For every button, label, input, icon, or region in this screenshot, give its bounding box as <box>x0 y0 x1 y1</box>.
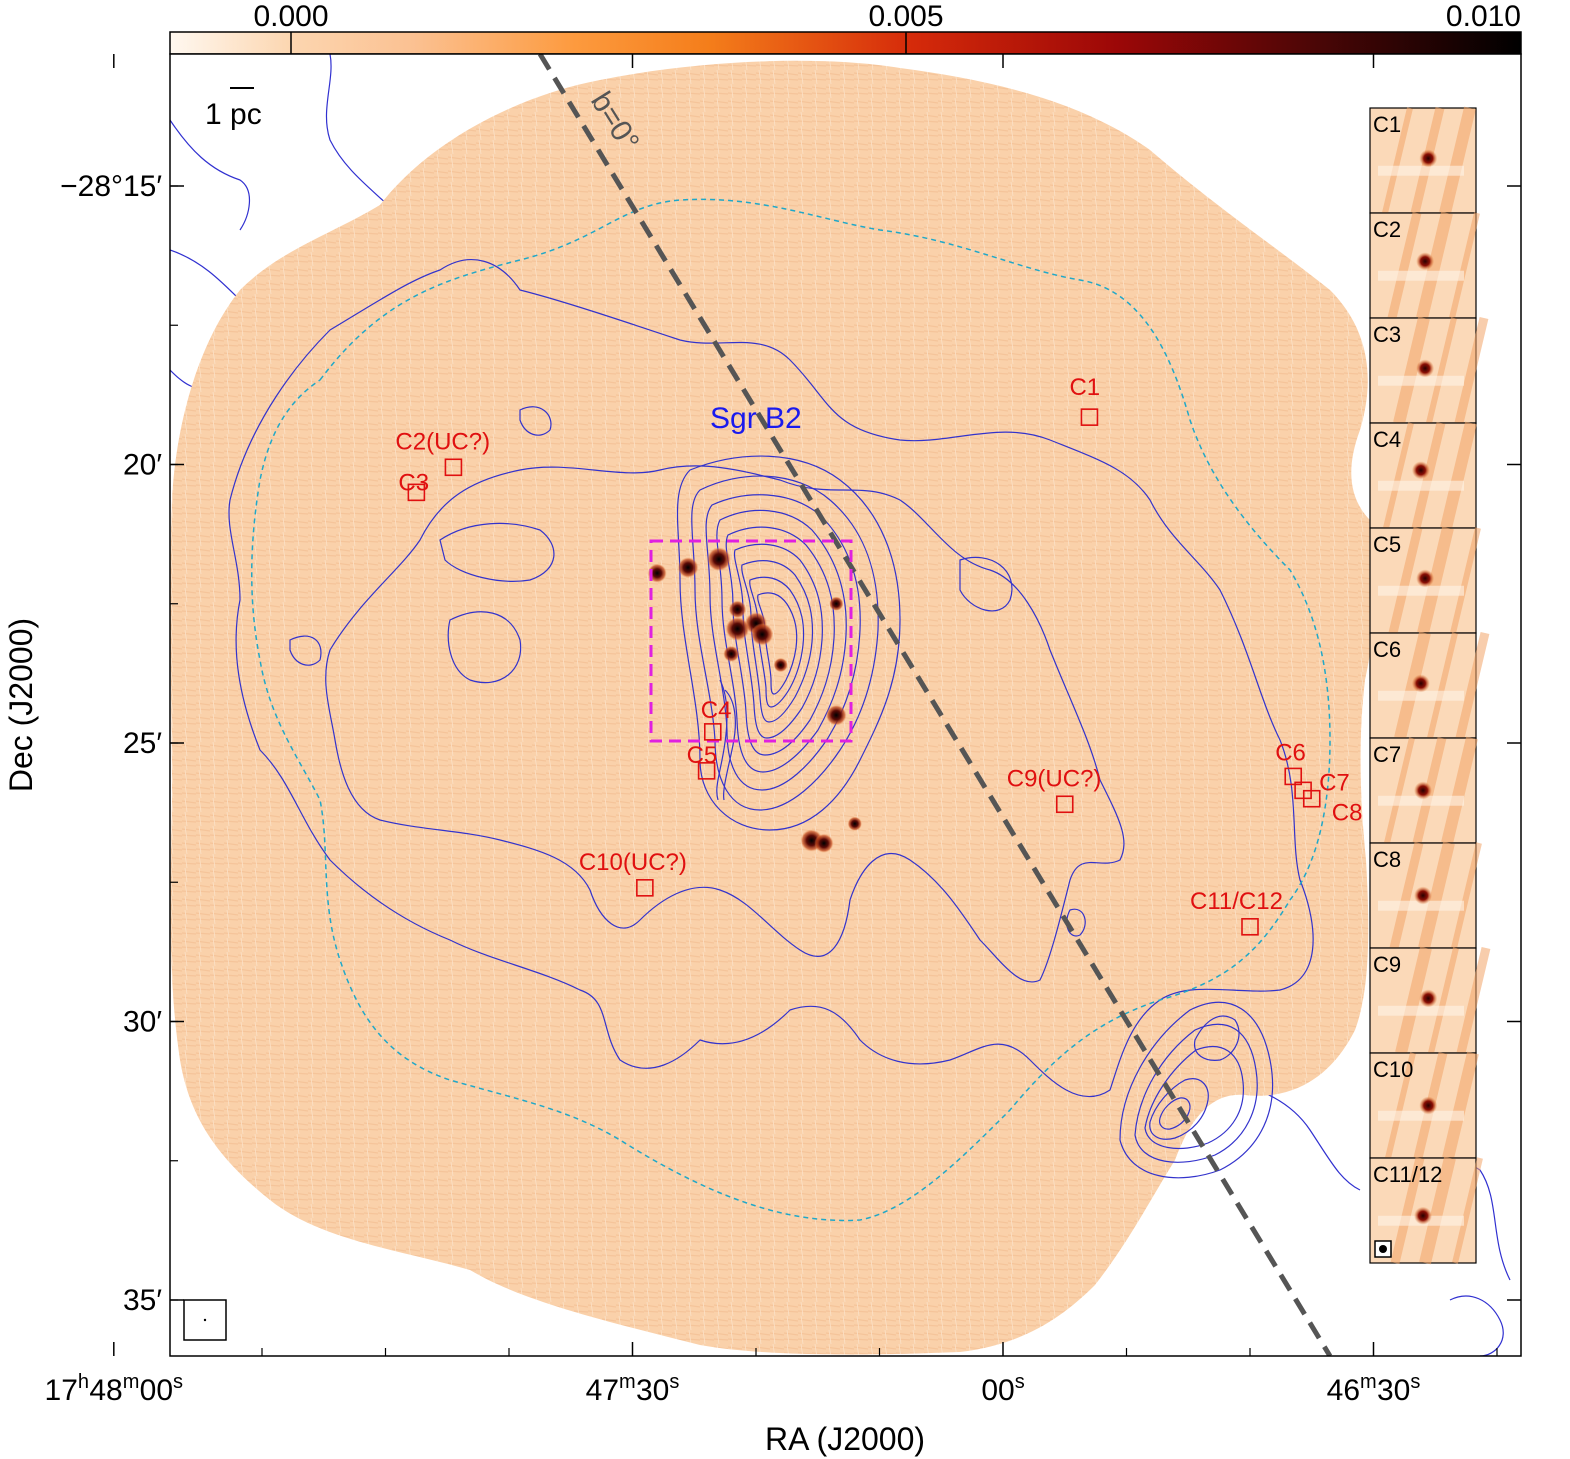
mosaic-footprint <box>170 60 1377 1355</box>
inset-source <box>1416 359 1435 378</box>
source-marker <box>1241 918 1259 936</box>
colorbar: 0.000 0.005 0.010 <box>169 0 1522 55</box>
y-axis: −28°15′ 20′ 25′ 30′ 35′ <box>60 170 1521 1317</box>
compact-source <box>847 816 862 831</box>
inset-label: C5 <box>1373 532 1401 557</box>
compact-source <box>825 704 847 726</box>
source-marker <box>636 879 654 897</box>
inset-source <box>1416 569 1435 588</box>
source-marker <box>1080 408 1099 426</box>
inset-source <box>1414 886 1432 905</box>
compact-source <box>750 623 774 646</box>
source-marker <box>1302 789 1321 808</box>
beam-ellipse <box>203 1318 207 1322</box>
source-label: C4 <box>701 697 732 724</box>
source-label: C3 <box>398 469 429 496</box>
compact-source <box>677 557 699 578</box>
colorbar-tick-label: 0.005 <box>868 0 943 33</box>
inset-label: C3 <box>1373 322 1401 347</box>
inset-label: C8 <box>1373 847 1401 872</box>
source-markers: C1 C2(UC?) C3 C4 C5 C6 C7 C8 C9(UC?) C10(UC?) C11/… <box>395 374 1363 936</box>
beam-box <box>183 1299 227 1341</box>
source-marker <box>703 723 722 741</box>
source-label: C8 <box>1332 800 1363 827</box>
source-label: C2(UC?) <box>395 428 490 455</box>
plot-frame <box>169 53 1522 1357</box>
inset-panel: C1 <box>1369 106 1477 215</box>
y-tick-label: 35′ <box>123 1284 162 1317</box>
y-axis-title: Dec (J2000) <box>3 618 39 792</box>
inset-source <box>1419 149 1438 168</box>
source-marker <box>1055 795 1074 814</box>
galactic-plane-line <box>537 54 1333 1356</box>
inset-label: C2 <box>1373 217 1401 242</box>
colorbar-tick-label: 0.000 <box>253 0 328 33</box>
inset-source <box>1419 989 1438 1008</box>
source-label: C6 <box>1275 739 1306 766</box>
x-tick-label: 47m 30s <box>586 1371 680 1407</box>
region-label: Sgr B2 <box>710 402 802 435</box>
source-label: C11/C12 <box>1190 888 1283 915</box>
x-tick-label: 46m 30s <box>1327 1371 1421 1407</box>
inset-source <box>1414 781 1432 800</box>
inset-label: C6 <box>1373 637 1401 662</box>
y-tick-label: 25′ <box>123 727 162 760</box>
inset-panel: C9 <box>1369 946 1491 1055</box>
inset-source <box>1419 1096 1438 1115</box>
compact-source <box>723 645 740 662</box>
primary-beam-contour <box>251 198 1331 1222</box>
inset-panel: C7 <box>1369 736 1478 845</box>
scale-bar-label: 1 pc <box>205 98 262 131</box>
inset-panel: C6 <box>1369 631 1490 740</box>
y-tick-label: 30′ <box>123 1006 162 1039</box>
compact-source <box>725 616 750 641</box>
source-label: C1 <box>1069 374 1100 401</box>
colorbar-strip <box>169 31 1522 55</box>
colorbar-tick-label: 0.010 <box>1446 0 1521 33</box>
source-label: C7 <box>1319 769 1350 796</box>
inset-panel: C4 <box>1369 421 1477 530</box>
bright-sources <box>647 547 862 853</box>
x-axis: 17h 48m 00s 47m 30s 00s 46m 30s <box>45 54 1498 1407</box>
y-tick-label: 20′ <box>123 449 162 482</box>
zoom-region-box <box>649 539 853 743</box>
inset-panel: C2 <box>1369 211 1480 320</box>
inset-source <box>1411 461 1430 480</box>
source-label: C5 <box>687 742 718 769</box>
source-label: C10(UC?) <box>579 849 687 876</box>
inset-source <box>1411 674 1430 693</box>
inset-label: C4 <box>1373 427 1401 452</box>
inset-label: C11/12 <box>1373 1162 1442 1187</box>
source-marker <box>1284 767 1303 786</box>
inset-label: C9 <box>1373 952 1401 977</box>
contour-outer <box>1449 1295 1504 1356</box>
inset-panels: C1 C2 C3 C4 C5 C6 C7 C8 C9 C10 C11/12 <box>1369 106 1491 1265</box>
x-tick-label: 17h 48m 00s <box>45 1371 183 1407</box>
inset-label: C1 <box>1373 112 1401 137</box>
inset-panel: C5 <box>1369 526 1481 635</box>
compact-source <box>728 600 747 619</box>
inset-panel: C8 <box>1369 841 1482 950</box>
y-tick-label: −28°15′ <box>60 170 162 203</box>
source-marker <box>407 483 426 502</box>
compact-source <box>829 596 844 611</box>
inset-label: C10 <box>1373 1057 1413 1082</box>
inset-label: C7 <box>1373 742 1401 767</box>
inset-source <box>1414 1206 1432 1225</box>
compact-source <box>773 657 788 673</box>
inset-panel: C3 <box>1369 316 1489 425</box>
x-tick-label: 00s <box>981 1371 1024 1407</box>
inset-beam <box>1379 1245 1387 1253</box>
contour-outer <box>170 119 250 231</box>
compact-source <box>706 547 731 572</box>
x-axis-title: RA (J2000) <box>765 1421 925 1457</box>
source-marker <box>697 762 716 780</box>
compact-source <box>814 833 834 853</box>
source-marker <box>444 458 463 477</box>
inset-source <box>1416 252 1435 271</box>
source-label: C9(UC?) <box>1007 765 1102 792</box>
inset-panel: C10 <box>1369 1051 1479 1160</box>
